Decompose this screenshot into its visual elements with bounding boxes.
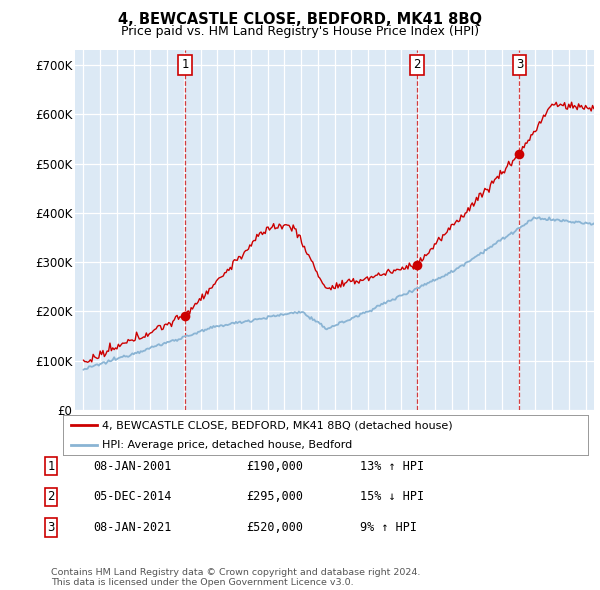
Text: £190,000: £190,000 — [246, 460, 303, 473]
Text: 4, BEWCASTLE CLOSE, BEDFORD, MK41 8BQ (detached house): 4, BEWCASTLE CLOSE, BEDFORD, MK41 8BQ (d… — [103, 421, 453, 430]
Text: 9% ↑ HPI: 9% ↑ HPI — [360, 521, 417, 534]
Text: 3: 3 — [516, 58, 523, 71]
Text: Contains HM Land Registry data © Crown copyright and database right 2024.
This d: Contains HM Land Registry data © Crown c… — [51, 568, 421, 587]
Text: 2: 2 — [47, 490, 55, 503]
Text: 13% ↑ HPI: 13% ↑ HPI — [360, 460, 424, 473]
Text: 08-JAN-2001: 08-JAN-2001 — [93, 460, 172, 473]
Text: 1: 1 — [181, 58, 189, 71]
Text: Price paid vs. HM Land Registry's House Price Index (HPI): Price paid vs. HM Land Registry's House … — [121, 25, 479, 38]
Text: 08-JAN-2021: 08-JAN-2021 — [93, 521, 172, 534]
Text: £295,000: £295,000 — [246, 490, 303, 503]
Text: 05-DEC-2014: 05-DEC-2014 — [93, 490, 172, 503]
Text: 3: 3 — [47, 521, 55, 534]
Text: HPI: Average price, detached house, Bedford: HPI: Average price, detached house, Bedf… — [103, 441, 353, 450]
Text: £520,000: £520,000 — [246, 521, 303, 534]
Text: 1: 1 — [47, 460, 55, 473]
Text: 2: 2 — [413, 58, 421, 71]
Text: 4, BEWCASTLE CLOSE, BEDFORD, MK41 8BQ: 4, BEWCASTLE CLOSE, BEDFORD, MK41 8BQ — [118, 12, 482, 27]
Text: 15% ↓ HPI: 15% ↓ HPI — [360, 490, 424, 503]
